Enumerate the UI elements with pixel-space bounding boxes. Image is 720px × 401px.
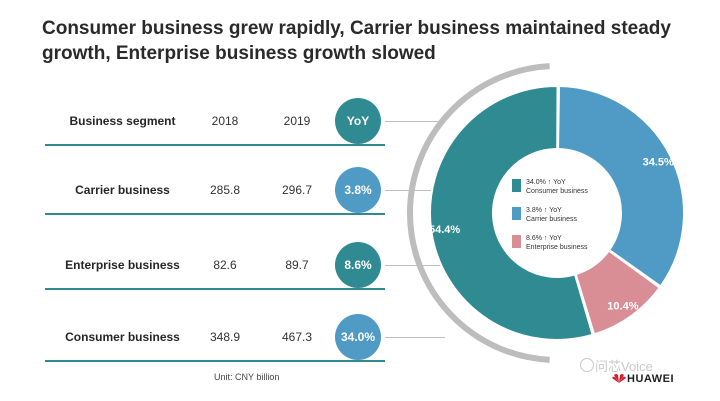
row-divider [45, 360, 385, 362]
row-divider [45, 144, 385, 146]
row-segment: Enterprise business [65, 258, 180, 272]
donut-slice-enterprise [574, 249, 662, 336]
row-value-2018: 348.9 [209, 330, 241, 344]
donut-slices [429, 84, 685, 341]
table-row-enterprise: Enterprise business 82.6 89.7 8.6% [45, 240, 445, 290]
legend-label-enterprise: Enterprise business [526, 244, 588, 251]
huawei-logo-icon [612, 374, 626, 383]
yoy-badge-enterprise: 8.6% [335, 242, 381, 288]
chart-legend: 34.0% ↑ YoY Consumer business 3.8% ↑ YoY Ca… [512, 179, 588, 251]
outer-gray-arc [407, 63, 550, 363]
row-connector [385, 121, 445, 122]
row-connector [385, 265, 445, 266]
legend-yoy-enterprise: 8.6% ↑ YoY [526, 235, 562, 242]
page-title: Consumer business grew rapidly, Carrier … [42, 18, 671, 64]
legend-swatch-consumer [512, 179, 521, 192]
slice-label-enterprise: 10.4% [607, 300, 638, 312]
row-value-2018: 82.6 [213, 258, 237, 272]
row-value-2019: 89.7 [285, 258, 309, 272]
row-connector [385, 337, 445, 338]
header-segment: Business segment [69, 114, 176, 128]
table-row-consumer: Consumer business 348.9 467.3 34.0% [45, 312, 445, 362]
row-value-2019: 467.3 [281, 330, 313, 344]
slice-label-consumer: 54.4% [429, 224, 460, 236]
watermark: 问芯Voice [595, 359, 653, 374]
row-value-2018: 285.8 [209, 183, 241, 197]
donut-slice-carrier [557, 84, 685, 288]
row-segment: Consumer business [65, 330, 180, 344]
brand-name: HUAWEI [627, 373, 674, 385]
donut-labels: 34.5% 10.4% 54.4% [429, 157, 674, 313]
header-2018: 2018 [211, 114, 239, 128]
header-2019: 2019 [283, 114, 311, 128]
row-segment: Carrier business [75, 183, 170, 197]
row-divider [45, 213, 385, 215]
table-row-carrier: Carrier business 285.8 296.7 3.8% [45, 165, 445, 215]
yoy-badge-carrier: 3.8% [335, 167, 381, 213]
legend-swatch-enterprise [512, 235, 521, 248]
yoy-badge-consumer: 34.0% [335, 314, 381, 360]
unit-note: Unit: CNY billion [214, 372, 280, 382]
legend-label-consumer: Consumer business [526, 188, 588, 195]
outer-gray-arc-path [407, 63, 550, 363]
slice-label-carrier: 34.5% [643, 157, 674, 169]
donut-slice-consumer [429, 85, 594, 341]
legend-swatch-carrier [512, 207, 521, 220]
legend-yoy-carrier: 3.8% ↑ YoY [526, 207, 562, 214]
table-header-row: Business segment 2018 2019 YoY [45, 96, 445, 146]
row-connector [385, 190, 445, 191]
wechat-icon [580, 358, 594, 372]
legend-yoy-consumer: 34.0% ↑ YoY [526, 179, 566, 186]
legend-label-carrier: Carrier business [526, 216, 577, 223]
row-divider [45, 288, 385, 290]
row-value-2019: 296.7 [281, 183, 313, 197]
header-yoy-badge: YoY [335, 98, 381, 144]
